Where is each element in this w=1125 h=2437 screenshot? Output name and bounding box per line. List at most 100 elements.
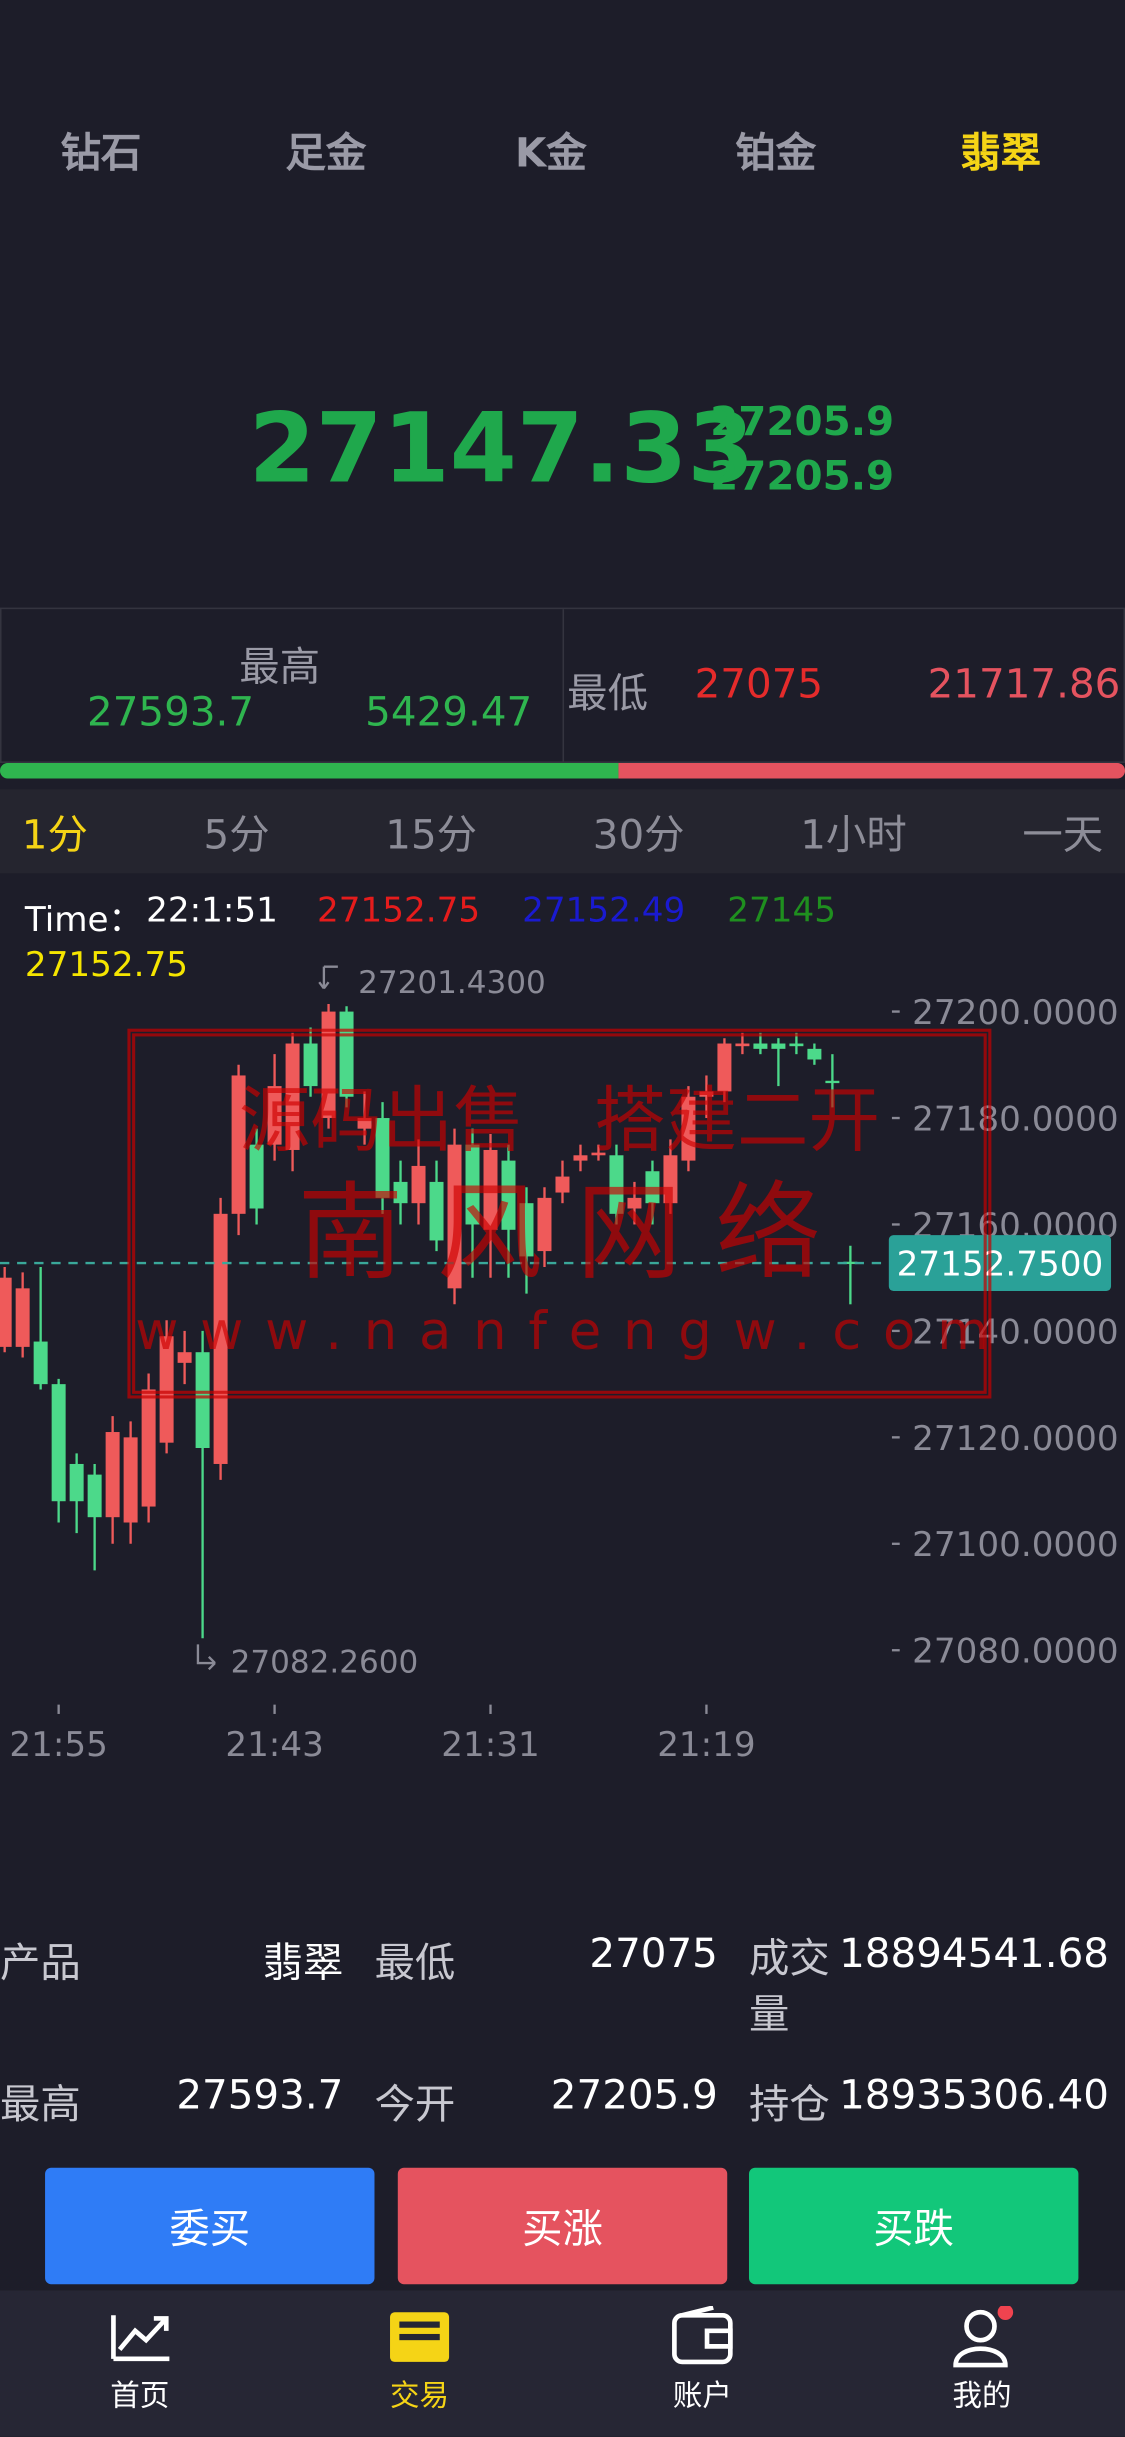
- candle-body: [843, 1261, 858, 1265]
- candlestick-chart: 27080.0000 27100.0000 27120.0000 27140.0000…: [0, 965, 1119, 1765]
- candle-body: [645, 1171, 660, 1204]
- candle-body: [429, 1181, 444, 1241]
- min-label: 27082.2600: [231, 1644, 419, 1680]
- nav-item[interactable]: 账户: [625, 2305, 780, 2415]
- candle-body: [825, 1080, 840, 1084]
- table-value: 27205.9: [550, 2072, 718, 2120]
- y-tick-label: 27100.0000: [912, 1525, 1119, 1565]
- x-tick-label: 21:43: [225, 1725, 323, 1765]
- table-label: 产品: [0, 1940, 81, 1988]
- nav-label: 首页: [110, 2379, 170, 2414]
- period-tab[interactable]: 5分: [203, 811, 270, 859]
- candle-body: [789, 1043, 804, 1047]
- ask-price: 27205.9: [710, 453, 895, 501]
- candle-body: [321, 1011, 336, 1119]
- nav-item[interactable]: 首页: [62, 2306, 217, 2415]
- candle-body: [159, 1336, 174, 1443]
- candle-body: [105, 1432, 120, 1518]
- current-price-box: [888, 1235, 1112, 1292]
- candle-body: [627, 1197, 642, 1209]
- ratio-bar: [0, 762, 1125, 779]
- category-tab[interactable]: K金: [514, 130, 587, 178]
- high-value: 27593.7: [87, 689, 255, 737]
- candle-body: [357, 1118, 372, 1129]
- category-tab[interactable]: 翡翠: [960, 130, 1042, 178]
- candle-body: [141, 1389, 156, 1507]
- candle-body: [213, 1213, 228, 1464]
- table-value: 18935306.40: [839, 2072, 1109, 2120]
- period-tab[interactable]: 1小时: [800, 811, 907, 859]
- nav-item[interactable]: 交易: [342, 2306, 497, 2415]
- info-value: 27152.75: [24, 946, 188, 986]
- nav-label: 账户: [672, 2379, 732, 2414]
- watermark-line: 源码出售 搭建二开: [238, 1078, 880, 1163]
- candle-body: [573, 1155, 588, 1161]
- x-tick-label: 21:19: [657, 1725, 755, 1765]
- period-tab[interactable]: 一天: [1022, 811, 1104, 859]
- candle-body: [717, 1043, 732, 1092]
- candle-body: [483, 1149, 498, 1230]
- candle-body: [0, 1277, 12, 1347]
- low-label: 最低: [567, 671, 649, 718]
- buy-down-button[interactable]: 买跌: [748, 2167, 1079, 2285]
- high-value-2: 5429.47: [365, 689, 533, 737]
- table-value: 27593.7: [176, 2072, 344, 2120]
- info-value: 27145: [727, 891, 836, 931]
- period-tab[interactable]: 30分: [592, 811, 685, 859]
- candle-body: [555, 1176, 570, 1193]
- table-label: 今开: [374, 2082, 456, 2129]
- table-label: 最低: [374, 1940, 456, 1988]
- info-value: 27152.75: [316, 891, 481, 931]
- low-value-2: 21717.86: [927, 661, 1121, 709]
- nav-label: 我的: [952, 2379, 1012, 2414]
- table-value: 18894541.68: [839, 1931, 1109, 1979]
- candle-body: [735, 1043, 750, 1047]
- category-tab[interactable]: 足金: [285, 130, 367, 178]
- candle-body: [519, 1203, 534, 1257]
- candle-body: [249, 1144, 264, 1209]
- candle-body: [87, 1474, 102, 1518]
- candle-body: [51, 1384, 66, 1502]
- candle-body: [681, 1096, 696, 1161]
- candle-body: [501, 1160, 516, 1230]
- ratio-up: [0, 762, 619, 779]
- candle-body: [285, 1043, 300, 1150]
- buy-up-button[interactable]: 买涨: [397, 2167, 728, 2285]
- candle-body: [699, 1091, 714, 1097]
- candle-body: [15, 1288, 30, 1347]
- candle-body: [33, 1341, 48, 1385]
- nav-item[interactable]: 我的: [904, 2304, 1059, 2415]
- divider: [562, 609, 565, 762]
- period-tabs: 1分 5分 15分 30分 1小时 一天: [0, 789, 1125, 874]
- y-tick-label: 27140.0000: [912, 1312, 1119, 1352]
- candle-body: [591, 1152, 606, 1156]
- watermark-line: www.nanfengw.com: [135, 1300, 1011, 1363]
- table-value: 翡翠: [262, 1940, 344, 1988]
- max-label: 27201.4300: [358, 965, 546, 1001]
- order-button[interactable]: 委买: [45, 2167, 375, 2285]
- time-label: Time：: [24, 901, 143, 941]
- table-label: 成交量: [748, 1936, 830, 2039]
- period-tab[interactable]: 15分: [385, 811, 478, 859]
- candle-body: [771, 1043, 786, 1049]
- nav-label: 交易: [390, 2379, 450, 2414]
- x-tick-label: 21:55: [9, 1725, 107, 1765]
- high-label: 最高: [239, 644, 321, 692]
- candle-body: [375, 1118, 390, 1198]
- x-tick-label: 21:31: [441, 1725, 539, 1765]
- category-tab[interactable]: 铂金: [735, 130, 817, 178]
- category-tab[interactable]: 钻石: [60, 130, 142, 178]
- nav-icon: [111, 2315, 170, 2362]
- y-tick-label: 27180.0000: [912, 1099, 1119, 1139]
- watermark-line: 南 风 网 络: [297, 1173, 822, 1296]
- candle-body: [465, 1144, 480, 1225]
- info-value: 27152.49: [522, 891, 686, 931]
- y-tick-label: 27120.0000: [912, 1419, 1119, 1459]
- candle-body: [123, 1437, 138, 1523]
- candle-body: [663, 1155, 678, 1204]
- period-tab[interactable]: 1分: [21, 811, 88, 859]
- nav-icon: [672, 2305, 733, 2365]
- candle-body: [195, 1352, 210, 1449]
